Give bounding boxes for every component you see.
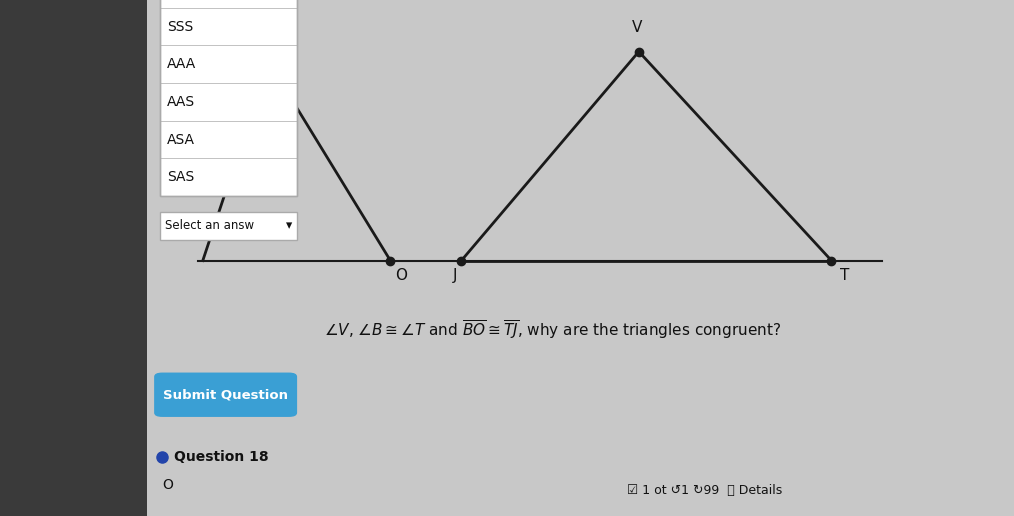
Text: Submit Question: Submit Question xyxy=(163,388,288,401)
Text: V: V xyxy=(632,20,642,35)
Text: K: K xyxy=(261,29,271,44)
Text: SSS: SSS xyxy=(167,20,194,34)
Text: ASA: ASA xyxy=(167,133,196,147)
FancyBboxPatch shape xyxy=(154,373,297,417)
Text: T: T xyxy=(840,268,849,283)
Text: ☑ 1 ot ↺1 ↻99  ⓘ Details: ☑ 1 ot ↺1 ↻99 ⓘ Details xyxy=(627,483,782,497)
Text: ▾: ▾ xyxy=(286,219,292,232)
Text: J: J xyxy=(453,268,457,283)
Text: Select an answ: Select an answ xyxy=(165,219,255,232)
Text: SAS: SAS xyxy=(167,170,195,184)
FancyBboxPatch shape xyxy=(160,212,297,240)
FancyBboxPatch shape xyxy=(0,0,147,516)
FancyBboxPatch shape xyxy=(160,0,297,196)
Text: Question 18: Question 18 xyxy=(174,449,269,464)
Text: AAA: AAA xyxy=(167,57,197,71)
Text: $\angle V$, $\angle B \cong \angle T$ and $\overline{BO} \cong \overline{TJ}$, w: $\angle V$, $\angle B \cong \angle T$ an… xyxy=(324,319,782,342)
Text: AAS: AAS xyxy=(167,95,196,109)
Text: O: O xyxy=(395,268,408,283)
Text: O: O xyxy=(162,478,173,492)
